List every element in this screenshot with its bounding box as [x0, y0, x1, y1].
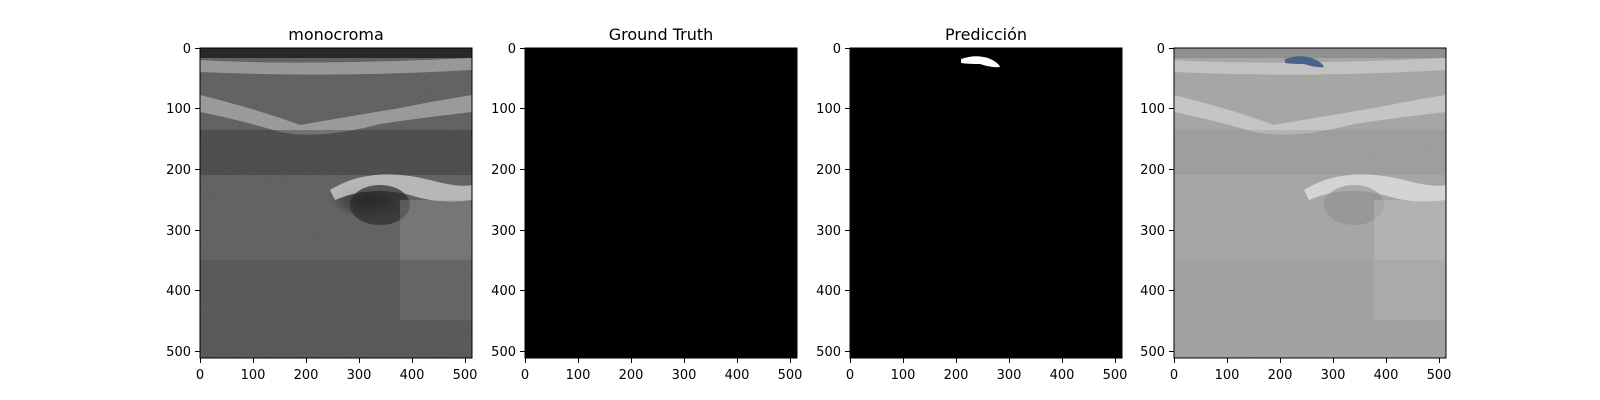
y-tick-label: 300 — [166, 224, 191, 239]
x-tick-label: 400 — [725, 368, 750, 383]
x-tick-label: 300 — [672, 368, 697, 383]
y-tick-label: 300 — [816, 224, 841, 239]
y-tick-label: 0 — [1157, 42, 1165, 57]
x-tick-label: 300 — [997, 368, 1022, 383]
x-tick-label: 300 — [347, 368, 372, 383]
y-tick-label: 400 — [1140, 284, 1165, 299]
y-tick-label: 100 — [816, 102, 841, 117]
x-tick-label: 100 — [891, 368, 916, 383]
axes-frame — [849, 47, 1123, 359]
x-tick-label: 200 — [619, 368, 644, 383]
panel-title: Predicción — [945, 25, 1027, 44]
x-tick-label: 400 — [400, 368, 425, 383]
ultrasound-image — [200, 48, 472, 358]
y-tick-label: 400 — [166, 284, 191, 299]
y-tick-label: 400 — [816, 284, 841, 299]
x-tick-label: 0 — [196, 368, 204, 383]
x-tick-label: 300 — [1321, 368, 1346, 383]
x-tick-label: 200 — [294, 368, 319, 383]
prediction-mask — [961, 56, 1000, 68]
prediction-background — [850, 48, 1122, 358]
y-axis: 0 100 200 300 400 500 — [1140, 42, 1174, 360]
y-tick-label: 500 — [816, 345, 841, 360]
x-axis: 0 100 200 300 400 500 — [196, 358, 478, 383]
panel-ground-truth: Ground Truth 0 100 200 300 400 500 0 100 — [491, 25, 802, 383]
x-tick-label: 100 — [566, 368, 591, 383]
y-tick-label: 200 — [491, 163, 516, 178]
x-tick-label: 0 — [846, 368, 854, 383]
axes-frame — [524, 47, 798, 359]
y-tick-label: 200 — [1140, 163, 1165, 178]
x-tick-label: 100 — [241, 368, 266, 383]
x-tick-label: 500 — [778, 368, 803, 383]
panel-overlay: 0 100 200 300 400 500 0 100 200 300 400 … — [1140, 42, 1451, 383]
y-tick-label: 500 — [1140, 345, 1165, 360]
y-tick-label: 0 — [183, 42, 191, 57]
x-tick-label: 500 — [453, 368, 478, 383]
overlay-image — [1174, 48, 1446, 358]
y-tick-label: 100 — [1140, 102, 1165, 117]
y-tick-label: 300 — [491, 224, 516, 239]
x-tick-label: 200 — [1268, 368, 1293, 383]
x-tick-label: 100 — [1215, 368, 1240, 383]
x-tick-label: 0 — [521, 368, 529, 383]
x-tick-label: 500 — [1427, 368, 1452, 383]
panel-monocroma: monocroma 0 100 200 300 400 — [166, 25, 477, 383]
x-tick-label: 500 — [1103, 368, 1128, 383]
x-tick-label: 400 — [1050, 368, 1075, 383]
y-tick-label: 100 — [166, 102, 191, 117]
y-tick-label: 0 — [508, 42, 516, 57]
y-tick-label: 100 — [491, 102, 516, 117]
y-axis: 0 100 200 300 400 500 — [491, 42, 525, 360]
y-tick-label: 200 — [166, 163, 191, 178]
y-tick-label: 500 — [491, 345, 516, 360]
overlay-mask — [1285, 56, 1324, 68]
y-tick-label: 500 — [166, 345, 191, 360]
x-tick-label: 400 — [1374, 368, 1399, 383]
panel-title: Ground Truth — [609, 25, 714, 44]
y-axis: 0 100 200 300 400 500 — [166, 42, 200, 360]
x-axis: 0 100 200 300 400 500 — [846, 358, 1128, 383]
axes-frame — [1173, 47, 1447, 359]
x-tick-label: 200 — [944, 368, 969, 383]
axes-frame — [199, 47, 473, 359]
x-tick-label: 0 — [1170, 368, 1178, 383]
y-tick-label: 400 — [491, 284, 516, 299]
y-tick-label: 200 — [816, 163, 841, 178]
y-tick-label: 300 — [1140, 224, 1165, 239]
x-axis: 0 100 200 300 400 500 — [521, 358, 803, 383]
panel-title: monocroma — [288, 25, 384, 44]
x-axis: 0 100 200 300 400 500 — [1170, 358, 1452, 383]
y-axis: 0 100 200 300 400 500 — [816, 42, 850, 360]
panel-prediccion: Predicción 0 100 200 300 400 500 0 100 — [816, 25, 1127, 383]
ground-truth-mask — [525, 48, 797, 358]
y-tick-label: 0 — [833, 42, 841, 57]
